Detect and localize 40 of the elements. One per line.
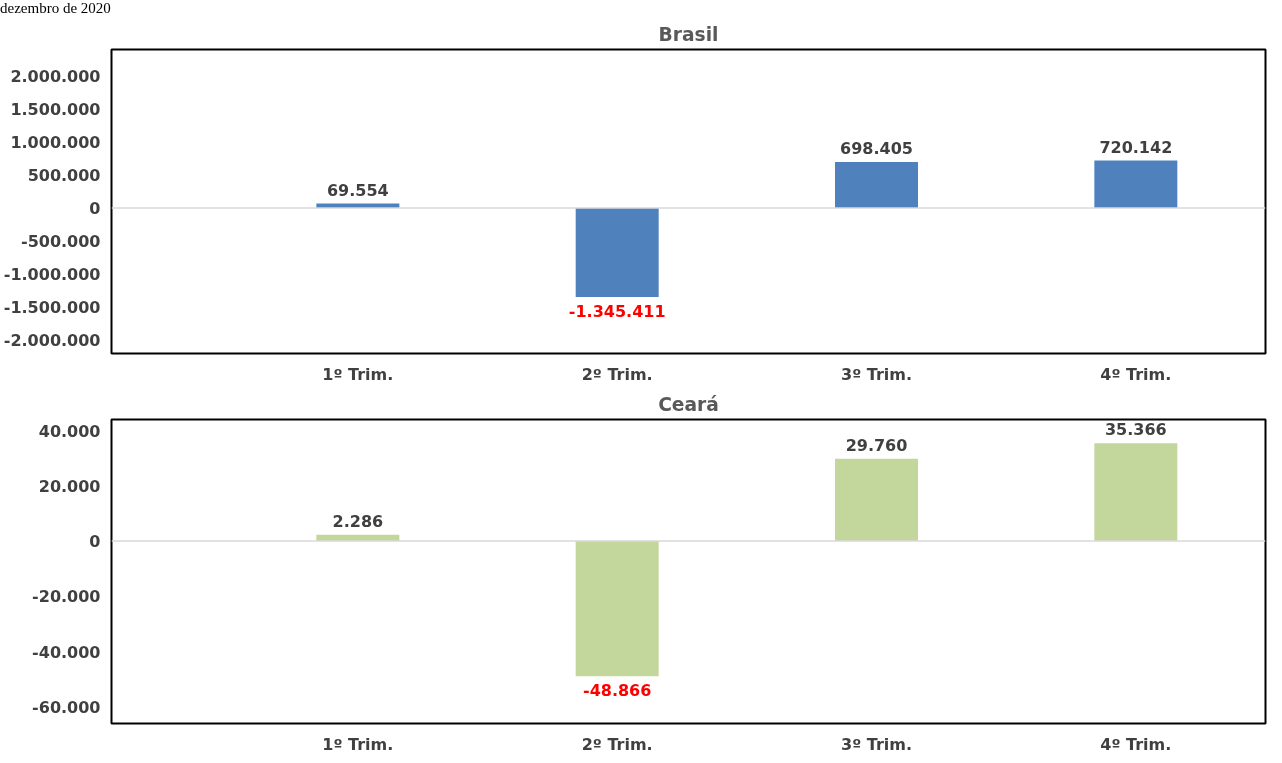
bar [835,458,918,542]
y-tick-label: 40.000 [38,421,101,441]
y-tick-label: 20.000 [38,476,101,496]
y-tick-label: 1.500.000 [10,99,101,119]
y-tick-label: 0 [89,532,101,552]
y-tick-label: 1.000.000 [10,133,101,153]
y-tick-label: -1.000.000 [3,265,101,285]
x-tick-label: 4º Trim. [1100,734,1172,754]
y-tick-label: -1.500.000 [3,298,101,318]
data-label: 35.366 [1104,420,1167,440]
bar [575,208,659,298]
y-tick-label: -40.000 [32,642,101,662]
bar [835,161,918,209]
data-label: 69.554 [326,180,389,200]
y-tick-label: -2.000.000 [3,331,101,351]
bar [1094,160,1178,209]
chart-title: Ceará [658,393,719,415]
text: dezembro de 2020 [0,0,111,16]
y-tick-label: 0 [89,199,101,219]
bar [1094,443,1178,542]
data-label: 720.142 [1099,137,1173,157]
data-label: 29.760 [845,435,908,455]
x-tick-label: 3º Trim. [841,734,913,754]
data-label: -48.866 [582,681,652,701]
x-tick-label: 1º Trim. [322,364,394,384]
bar [575,541,659,677]
x-tick-label: 2º Trim. [581,734,653,754]
y-tick-label: -500.000 [20,232,101,252]
x-tick-label: 3º Trim. [841,364,913,384]
data-label: -1.345.411 [568,302,666,322]
data-label: 2.286 [332,511,384,531]
y-tick-label: -60.000 [32,697,101,717]
data-label: 698.405 [840,138,913,158]
y-tick-label: -20.000 [32,587,101,607]
y-tick-label: 2.000.000 [10,66,101,86]
x-tick-label: 2º Trim. [581,364,653,384]
x-tick-label: 1º Trim. [322,734,394,754]
chart-title: Brasil [658,23,719,45]
x-tick-label: 4º Trim. [1100,364,1172,384]
y-tick-label: 500.000 [27,166,101,186]
